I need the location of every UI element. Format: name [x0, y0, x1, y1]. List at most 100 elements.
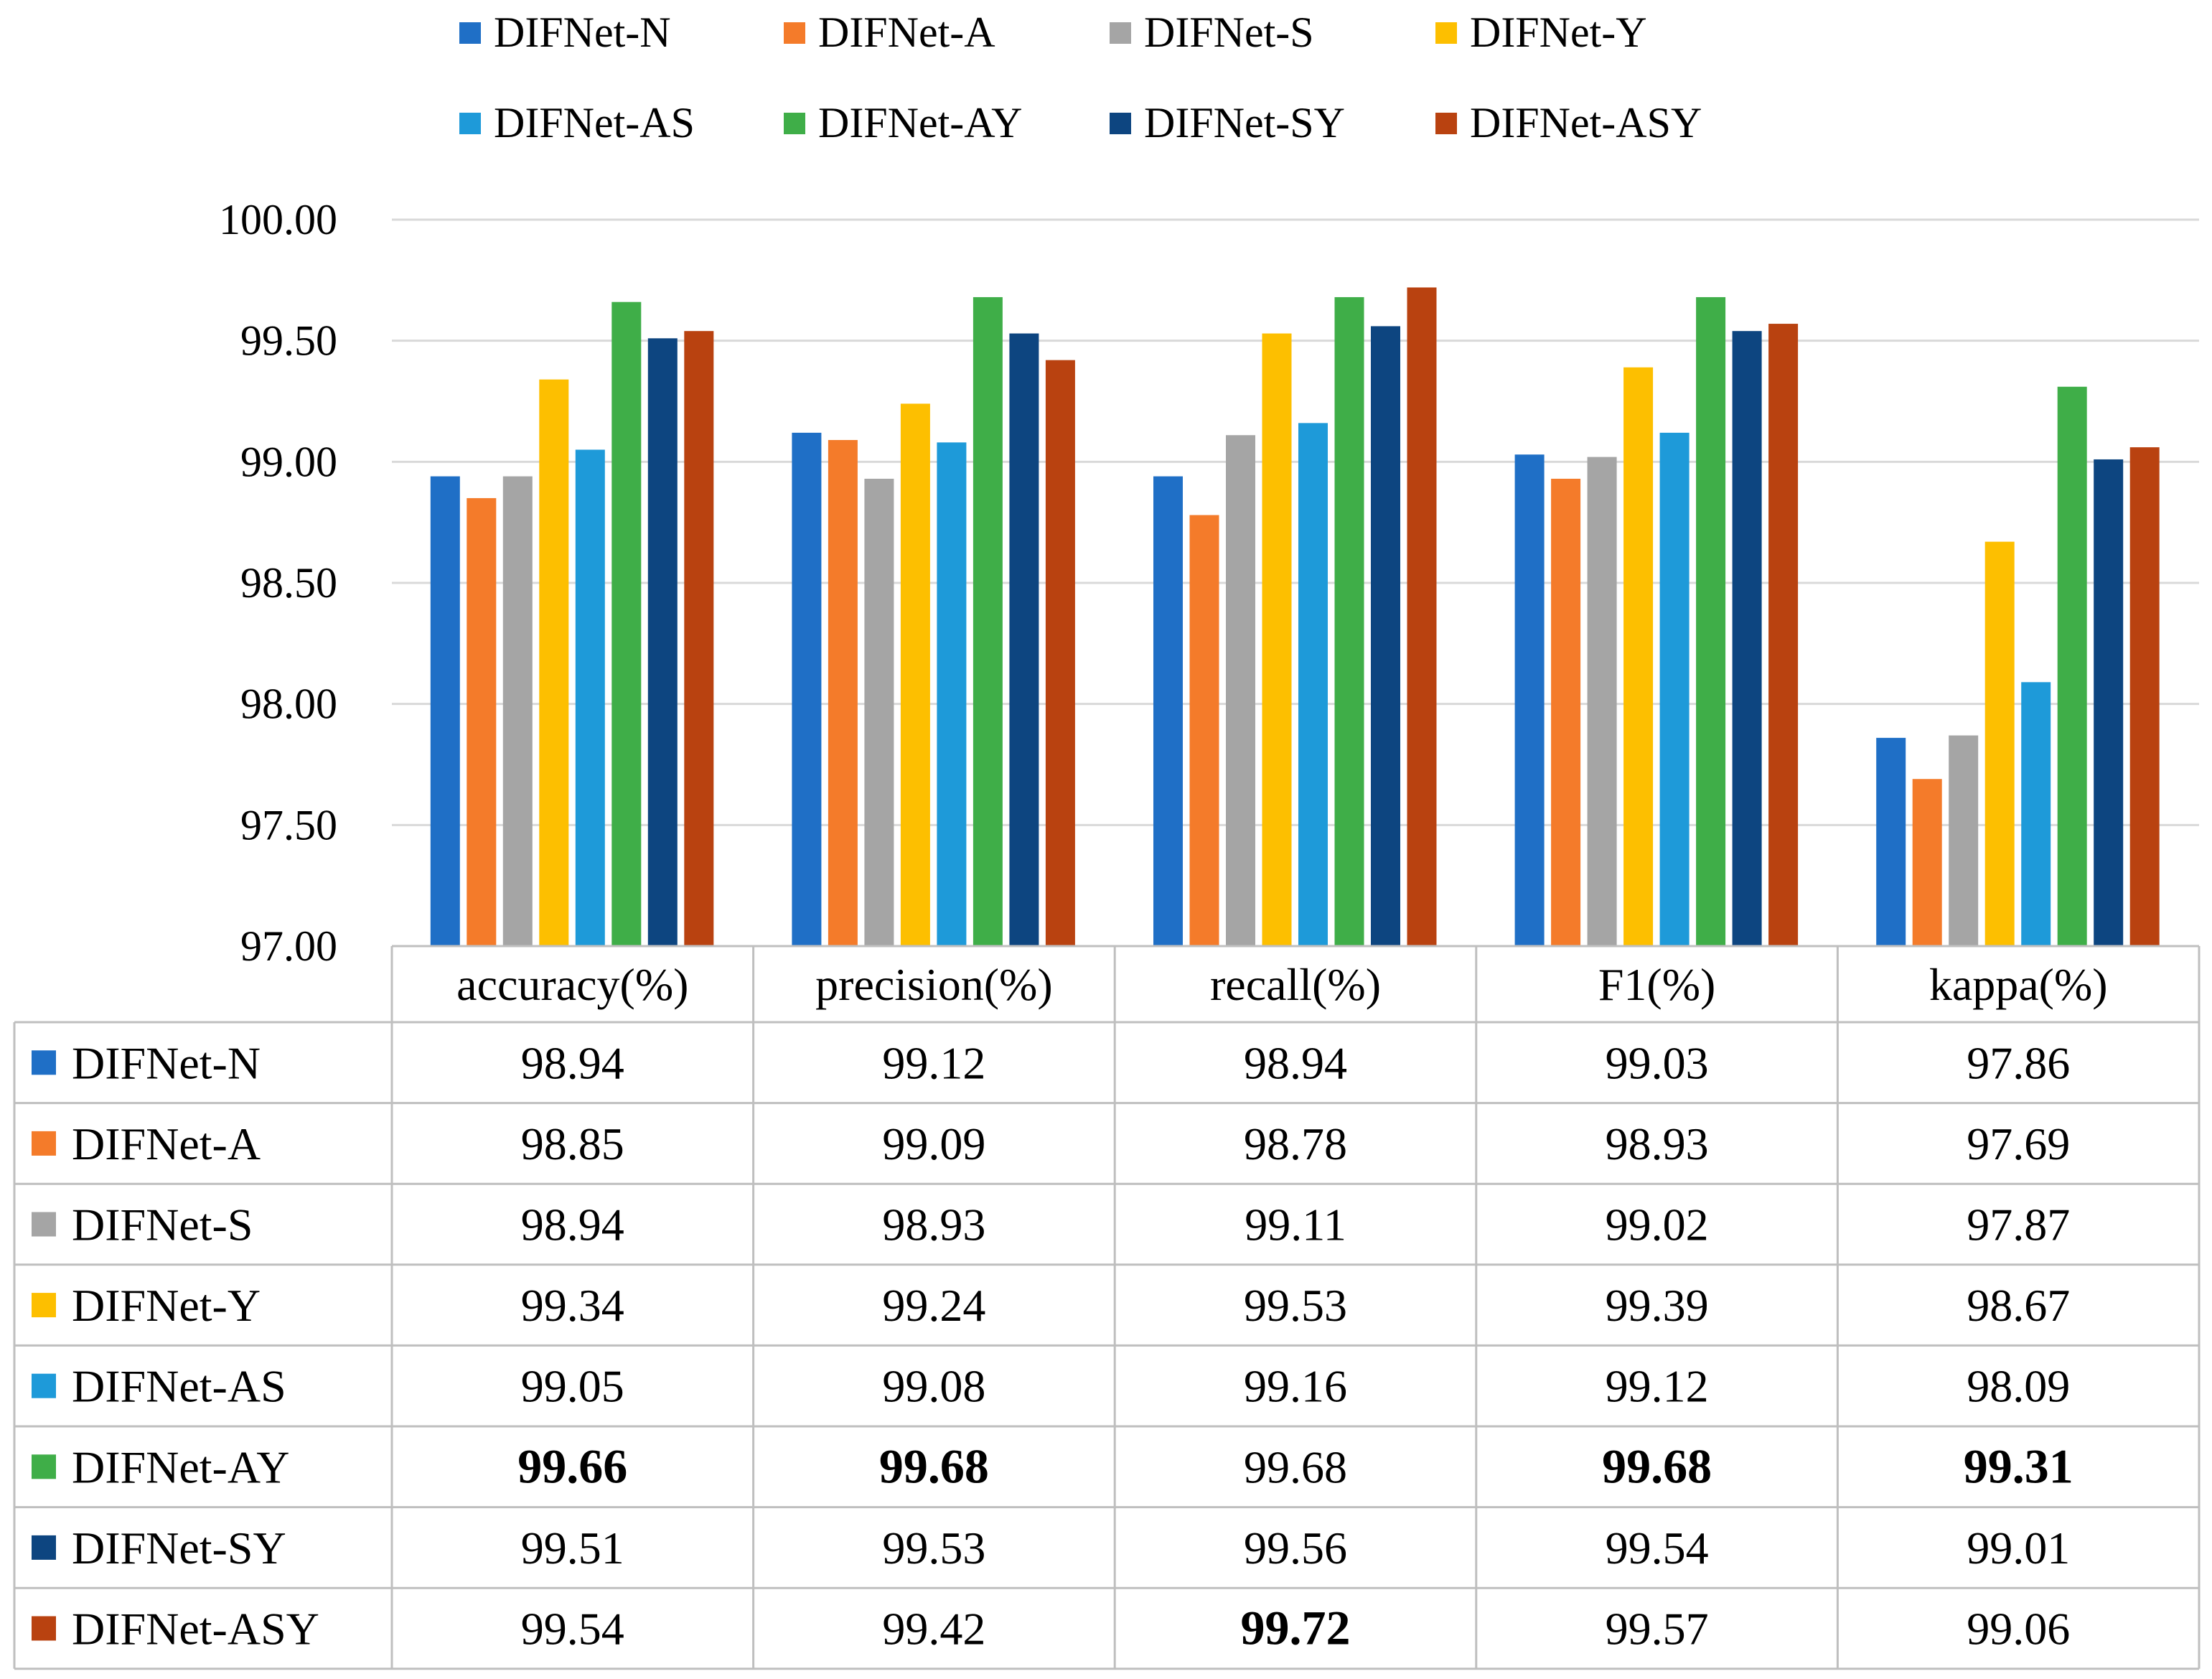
bar-difnet-sy-f1 [1732, 331, 1762, 946]
legend-swatch-difnet-as [459, 113, 481, 134]
data-label-difnet-ay-accuracy: 99.66 [517, 1439, 627, 1493]
data-table: accuracy(%) precision(%) recall(%) F1(%) kap… [13, 945, 2201, 1670]
data-label-difnet-s-accuracy: 98.94 [521, 1199, 624, 1250]
y-axis-ticks: 97.00 97.50 98.00 98.50 99.00 99.50 100.00 [219, 196, 337, 970]
table-row-swatch-difnet-asy [32, 1616, 56, 1641]
data-label-difnet-y-f1: 99.39 [1606, 1280, 1709, 1331]
y-tick-label: 99.00 [240, 438, 337, 485]
data-label-difnet-n-recall: 98.94 [1244, 1037, 1347, 1088]
y-tick-label: 98.50 [240, 559, 337, 607]
legend-swatch-difnet-sy [1110, 113, 1131, 134]
bar-difnet-a-recall [1189, 515, 1219, 946]
data-label-difnet-asy-f1: 99.57 [1606, 1604, 1709, 1655]
bar-difnet-as-accuracy [575, 449, 605, 946]
bar-difnet-ay-kappa [2057, 386, 2087, 946]
data-label-difnet-ay-recall: 99.68 [1244, 1441, 1347, 1492]
data-label-difnet-asy-kappa: 99.06 [1967, 1604, 2070, 1655]
data-label-difnet-a-precision: 99.09 [882, 1118, 985, 1169]
bar-difnet-asy-precision [1045, 360, 1075, 946]
bar-difnet-n-recall [1153, 476, 1183, 946]
legend-swatch-difnet-s [1110, 22, 1131, 44]
bar-difnet-n-precision [792, 432, 822, 946]
bar-difnet-sy-kappa [2094, 459, 2124, 946]
data-label-difnet-n-f1: 99.03 [1606, 1037, 1709, 1088]
bar-difnet-as-f1 [1659, 432, 1690, 946]
x-category-label-f1: F1(%) [1598, 959, 1716, 1010]
data-label-difnet-sy-recall: 99.56 [1244, 1523, 1347, 1573]
bar-difnet-y-recall [1262, 333, 1292, 947]
table-row-swatch-difnet-sy [32, 1535, 56, 1560]
table-row-label-difnet-asy: DIFNet-ASY [72, 1604, 319, 1655]
data-label-difnet-a-accuracy: 98.85 [521, 1118, 624, 1169]
data-label-difnet-ay-kappa: 99.31 [1964, 1439, 2073, 1493]
data-label-difnet-asy-precision: 99.42 [882, 1604, 985, 1655]
data-label-difnet-sy-kappa: 99.01 [1967, 1523, 2070, 1573]
bar-difnet-s-precision [864, 478, 894, 946]
bar-difnet-y-accuracy [539, 379, 569, 946]
data-label-difnet-s-precision: 98.93 [882, 1199, 985, 1250]
legend-swatch-difnet-y [1435, 22, 1457, 44]
y-tick-label: 97.00 [240, 922, 337, 970]
data-label-difnet-n-kappa: 97.86 [1967, 1037, 2070, 1088]
table-row-swatch-difnet-y [32, 1293, 56, 1318]
legend-label-difnet-n: DIFNet-N [494, 9, 671, 56]
bar-difnet-n-kappa [1876, 737, 1906, 946]
bar-difnet-a-precision [828, 439, 858, 946]
data-label-difnet-a-f1: 98.93 [1606, 1118, 1709, 1169]
data-label-difnet-y-accuracy: 99.34 [521, 1280, 624, 1331]
x-category-label-precision: precision(%) [815, 959, 1053, 1010]
bar-difnet-ay-accuracy [611, 301, 642, 946]
y-tick-label: 99.50 [240, 317, 337, 365]
bar-difnet-a-f1 [1551, 478, 1581, 946]
data-label-difnet-sy-accuracy: 99.51 [521, 1523, 624, 1573]
bar-difnet-as-recall [1298, 423, 1328, 946]
bar-difnet-asy-f1 [1768, 324, 1799, 946]
bar-difnet-ay-precision [973, 296, 1003, 946]
bar-difnet-asy-recall [1407, 287, 1437, 946]
bar-difnet-a-kappa [1912, 779, 1942, 946]
legend-label-difnet-s: DIFNet-S [1144, 9, 1314, 56]
bar-difnet-a-accuracy [467, 497, 497, 946]
legend-swatch-difnet-asy [1435, 113, 1457, 134]
table-row-label-difnet-y: DIFNet-Y [72, 1280, 261, 1331]
bar-difnet-n-accuracy [430, 476, 460, 946]
data-label-difnet-n-precision: 99.12 [882, 1037, 985, 1088]
legend-swatch-difnet-n [459, 22, 481, 44]
table-row-label-difnet-n: DIFNet-N [72, 1037, 261, 1088]
table-row-swatch-difnet-n [32, 1050, 56, 1075]
bar-difnet-y-kappa [1984, 541, 2015, 946]
bar-difnet-asy-kappa [2129, 447, 2160, 946]
legend-label-difnet-ay: DIFNet-AY [818, 99, 1022, 146]
table-row-swatch-difnet-s [32, 1212, 56, 1237]
data-label-difnet-n-accuracy: 98.94 [521, 1037, 624, 1088]
table-row-label-difnet-ay: DIFNet-AY [72, 1441, 289, 1492]
legend-label-difnet-sy: DIFNet-SY [1144, 99, 1345, 146]
legend: DIFNet-N DIFNet-A DIFNet-S DIFNet-Y DIFNet-A… [459, 9, 1702, 146]
bar-difnet-ay-recall [1334, 296, 1364, 946]
data-label-difnet-s-f1: 99.02 [1606, 1199, 1709, 1250]
bar-difnet-asy-accuracy [684, 331, 714, 946]
bar-difnet-ay-f1 [1696, 296, 1726, 946]
legend-label-difnet-a: DIFNet-A [818, 9, 995, 56]
bar-difnet-sy-recall [1371, 326, 1400, 947]
legend-swatch-difnet-ay [784, 113, 805, 134]
data-label-difnet-a-recall: 98.78 [1244, 1118, 1347, 1169]
legend-label-difnet-as: DIFNet-AS [494, 99, 695, 146]
table-row-swatch-difnet-ay [32, 1454, 56, 1479]
table-row-label-difnet-s: DIFNet-S [72, 1199, 253, 1250]
data-label-difnet-sy-f1: 99.54 [1606, 1523, 1709, 1573]
bar-difnet-s-kappa [1949, 735, 1979, 946]
data-label-difnet-y-recall: 99.53 [1244, 1280, 1347, 1331]
table-row-swatch-difnet-a [32, 1131, 56, 1156]
data-label-difnet-ay-precision: 99.68 [879, 1439, 989, 1493]
data-label-difnet-y-precision: 99.24 [882, 1280, 985, 1331]
data-label-difnet-as-recall: 99.16 [1244, 1361, 1347, 1412]
bar-difnet-s-recall [1226, 435, 1255, 946]
legend-swatch-difnet-a [784, 22, 805, 44]
data-label-difnet-as-kappa: 98.09 [1967, 1361, 2070, 1412]
y-tick-label: 100.00 [219, 196, 337, 243]
y-tick-label: 97.50 [240, 801, 337, 848]
bar-difnet-sy-precision [1009, 333, 1039, 947]
data-label-difnet-s-recall: 99.11 [1245, 1199, 1346, 1250]
